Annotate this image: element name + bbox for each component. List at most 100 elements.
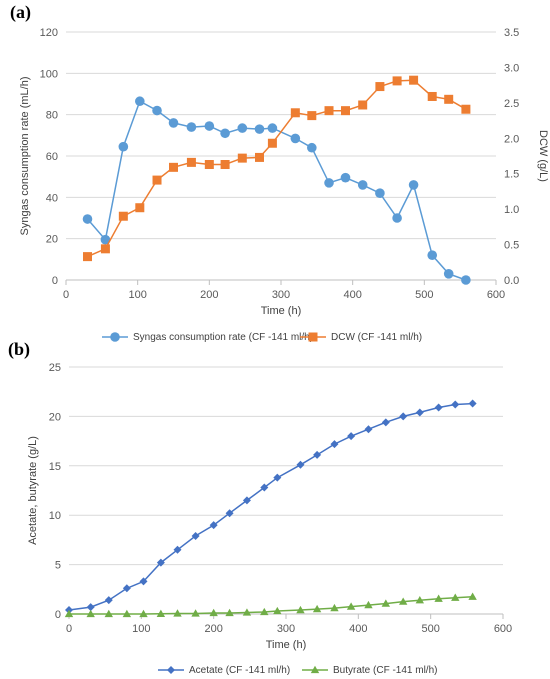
series-line (69, 595, 473, 615)
data-point (357, 180, 368, 190)
data-point (186, 157, 196, 167)
data-point (225, 509, 234, 518)
data-point (254, 124, 265, 134)
data-point (290, 133, 301, 144)
data-point (169, 162, 178, 172)
series-circle (82, 96, 471, 285)
x-tick-label: 400 (349, 623, 367, 635)
data-point (191, 609, 200, 617)
data-point (220, 128, 230, 139)
data-point (341, 106, 350, 116)
data-point (313, 450, 322, 459)
legend-label: DCW (CF -141 ml/h) (331, 332, 422, 343)
y-tick-label: 5 (55, 560, 61, 572)
y-tick-label: 25 (49, 362, 61, 374)
data-point (427, 250, 438, 260)
x-axis-title: Time (h) (261, 305, 302, 317)
data-point (242, 496, 251, 505)
data-point (364, 600, 373, 609)
data-point (273, 606, 282, 615)
x-tick-label: 100 (128, 289, 146, 301)
data-point (152, 175, 162, 185)
x-tick-label: 600 (487, 289, 505, 301)
data-point (392, 213, 402, 223)
y2-tick-label: 2.5 (504, 98, 519, 110)
data-point (173, 545, 182, 554)
data-point (468, 592, 477, 600)
legend-label: Syngas consumption rate (CF -141 ml/h) (133, 332, 313, 343)
data-point (340, 172, 351, 183)
y-axis-title: Acetate, butyrate (g/L) (27, 436, 39, 545)
data-point (444, 94, 454, 104)
data-point (375, 188, 385, 198)
series-line (87, 79, 467, 258)
data-point (461, 275, 471, 285)
data-point (237, 123, 248, 133)
data-point (237, 153, 247, 163)
data-point (451, 400, 460, 409)
series-triangle (64, 592, 477, 618)
x-tick-label: 300 (277, 623, 295, 635)
data-point (118, 141, 129, 152)
data-point (392, 76, 402, 86)
y2-tick-label: 1.5 (504, 169, 519, 181)
data-point (461, 104, 471, 114)
data-point (186, 122, 197, 132)
data-point (260, 483, 269, 492)
data-point (204, 121, 215, 131)
x-axis-title: Time (h) (266, 639, 307, 651)
data-point (156, 558, 165, 567)
y2-tick-label: 3.5 (504, 27, 519, 39)
y2-tick-label: 1.0 (504, 204, 519, 216)
data-point (191, 531, 200, 540)
data-point (324, 106, 334, 116)
data-point (220, 160, 230, 170)
data-point (290, 108, 300, 118)
data-point (152, 105, 162, 116)
x-tick-label: 400 (343, 289, 361, 301)
data-point (408, 180, 419, 190)
y-axis-title: Syngas consumption rate (mL/h) (19, 77, 31, 236)
data-point (434, 403, 443, 412)
x-tick-label: 300 (272, 289, 290, 301)
data-point (330, 440, 339, 449)
data-point (427, 91, 437, 101)
data-point (443, 269, 454, 279)
data-point (409, 75, 419, 85)
data-point (415, 408, 424, 417)
series-line (68, 402, 473, 611)
series-square (83, 75, 471, 262)
data-point (118, 211, 128, 221)
data-point (434, 594, 443, 602)
x-tick-label: 500 (421, 623, 439, 635)
x-tick-label: 600 (494, 623, 512, 635)
legend-marker (110, 332, 120, 342)
data-point (398, 597, 408, 605)
y-tick-label: 120 (40, 27, 58, 39)
data-point (204, 160, 214, 170)
y-tick-label: 0 (55, 609, 61, 621)
data-point (242, 608, 252, 616)
data-point (209, 608, 218, 617)
data-point (347, 432, 356, 441)
x-tick-label: 100 (132, 623, 150, 635)
data-point (139, 609, 148, 618)
data-point (135, 203, 145, 213)
legend-marker (310, 665, 320, 674)
legend-marker (167, 666, 175, 674)
data-point (83, 252, 92, 262)
data-point (86, 603, 95, 612)
x-tick-label: 500 (415, 289, 433, 301)
data-point (255, 152, 264, 162)
data-point (168, 118, 179, 128)
data-point (64, 609, 74, 618)
panel-label: (b) (8, 339, 30, 360)
y-tick-label: 20 (49, 411, 61, 423)
data-point (100, 234, 111, 245)
y-tick-label: 100 (40, 68, 58, 80)
y-tick-label: 20 (46, 234, 58, 246)
y-tick-label: 10 (49, 510, 61, 522)
y2-tick-label: 3.0 (504, 62, 519, 74)
data-point (122, 584, 131, 593)
data-point (122, 609, 132, 618)
